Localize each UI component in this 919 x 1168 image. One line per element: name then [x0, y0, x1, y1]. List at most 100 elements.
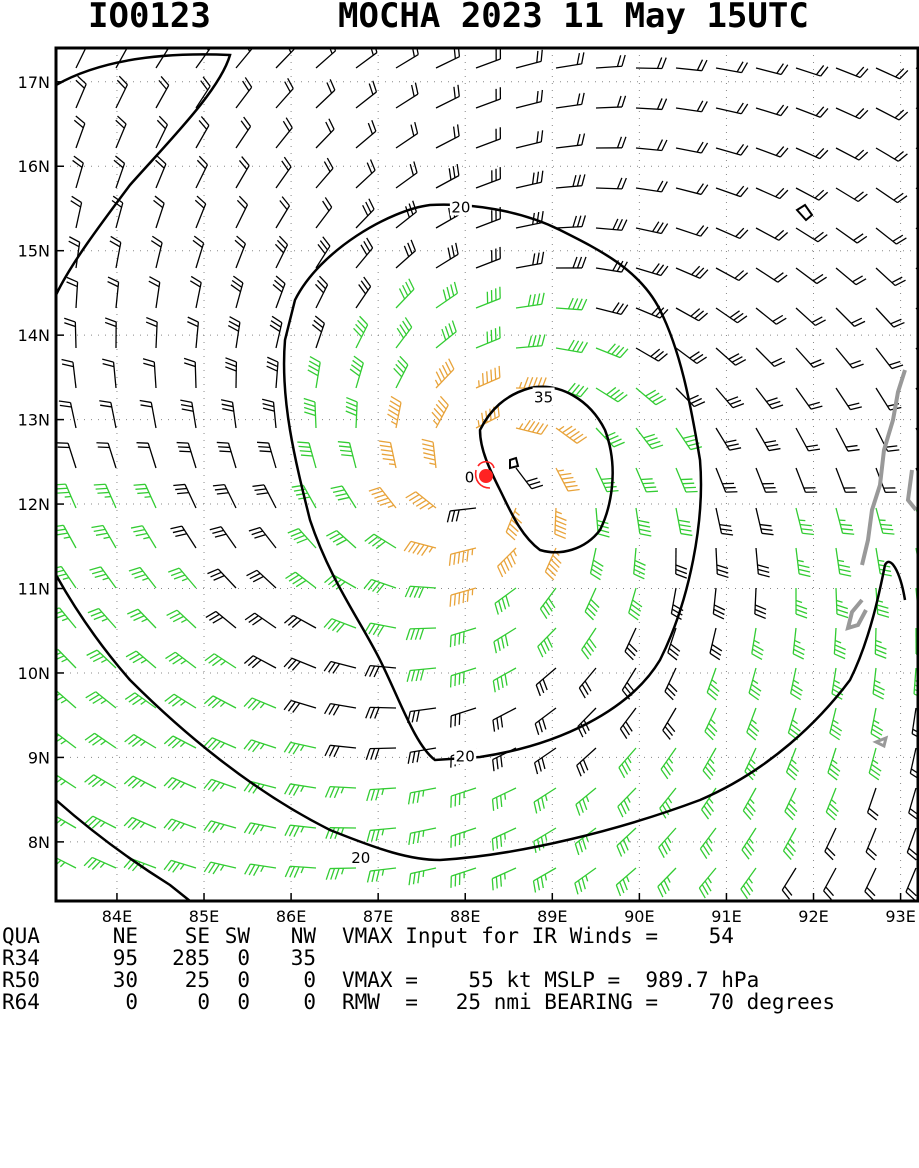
wind-barb-feather — [370, 666, 375, 677]
x-tick-label: 92E — [798, 907, 828, 925]
wind-barb-feather — [96, 533, 108, 535]
wind-barb-feather — [815, 320, 825, 325]
x-tick-label: 90E — [624, 907, 654, 925]
wind-barb-feather — [691, 447, 702, 450]
wind-barb-feather — [505, 635, 507, 646]
wind-barb-feather — [412, 670, 415, 681]
wind-barb-feather — [729, 354, 739, 360]
wind-barb-feather — [752, 654, 762, 660]
vmax-mslp-text: VMAX = 55 kt MSLP = 989.7 hPa — [342, 969, 759, 991]
wind-barb-feather — [53, 570, 64, 573]
wind-barb-feather — [808, 402, 819, 405]
wind-barb-half-feather — [793, 680, 798, 683]
wind-barb-feather — [835, 645, 846, 650]
wind-barb-feather — [137, 443, 149, 444]
wind-barb-feather — [582, 134, 585, 145]
wind-barb-feather — [67, 282, 78, 287]
wind-barb-feather — [134, 575, 145, 579]
wind-barb-feather — [213, 485, 225, 486]
wind-barb-feather — [894, 323, 905, 328]
wind-barb-feather — [458, 124, 459, 136]
wind-barb-feather — [257, 442, 269, 443]
wind-barb-feather — [361, 245, 367, 255]
wind-barb-feather — [177, 443, 189, 444]
wind-barb-half-feather — [628, 757, 631, 762]
wind-barb-half-feather — [140, 823, 144, 828]
wind-barb-feather — [767, 445, 779, 447]
wind-barb-feather — [449, 359, 454, 369]
wind-barb-half-feather — [62, 659, 68, 662]
y-tick-label: 10N — [18, 664, 50, 683]
wind-barb-feather — [304, 407, 315, 411]
wind-barb-feather — [374, 495, 385, 499]
contour-east — [797, 205, 812, 220]
wind-barb-feather — [510, 554, 515, 565]
wind-barb-feather — [837, 614, 848, 618]
wind-barb-feather — [537, 172, 538, 184]
wind-barb-feather — [339, 446, 351, 447]
wind-barb-half-feather — [423, 790, 424, 796]
wind-barb-feather — [452, 510, 455, 521]
wind-barb-feather — [638, 520, 649, 522]
wind-barb-feather — [455, 674, 456, 686]
wind-barb-feather — [415, 122, 418, 133]
wind-barb-feather — [93, 656, 103, 661]
wind-barb-feather — [538, 800, 541, 811]
wind-barb-feather — [492, 839, 493, 851]
y-tick-label: 12N — [18, 495, 50, 514]
wind-barb-feather — [249, 865, 255, 875]
wind-barb-feather — [289, 785, 295, 795]
wind-barb-feather — [683, 436, 694, 439]
wind-barb-feather — [301, 455, 313, 456]
wind-barb-feather — [538, 647, 543, 658]
wind-barb-feather — [146, 318, 157, 322]
wind-barb-feather — [92, 571, 103, 574]
wind-barb-feather — [617, 178, 621, 189]
wind-barb-feather — [134, 616, 145, 621]
wind-barb-feather — [850, 361, 861, 365]
wind-barb-feather — [285, 825, 290, 836]
row-label: R64 — [2, 991, 40, 1013]
wind-barb-feather — [121, 36, 129, 45]
wind-barb-half-feather — [100, 863, 104, 868]
wind-barb-feather — [225, 367, 236, 371]
wind-barb-half-feather — [835, 640, 841, 642]
wind-barb-feather — [409, 279, 414, 290]
wind-barb-feather — [713, 614, 724, 619]
wind-barb-feather — [622, 220, 627, 231]
wind-barb-feather — [244, 41, 250, 51]
wind-barb-half-feather — [519, 382, 521, 388]
wind-barb-feather — [721, 533, 733, 535]
wind-barb-half-feather — [832, 760, 837, 764]
wind-barb-feather — [837, 609, 848, 613]
wind-barb-feather — [341, 455, 353, 456]
wind-barb-feather — [583, 799, 587, 810]
wind-barb-half-feather — [545, 834, 546, 840]
wind-barb-feather — [794, 645, 805, 650]
wind-barb-feather — [56, 533, 68, 535]
wind-barb-half-feather — [341, 828, 343, 834]
wind-barb-feather — [331, 868, 335, 879]
wind-barb-feather — [753, 645, 763, 651]
wind-barb-feather — [840, 524, 852, 525]
wind-barb-half-feather — [708, 838, 712, 843]
wind-barb-feather — [285, 866, 290, 877]
wind-barb-feather — [562, 478, 574, 480]
x-tick-label: 85E — [189, 907, 219, 925]
wind-barb-half-feather — [668, 798, 671, 803]
wind-barb-feather — [290, 867, 295, 878]
wind-barb-feather — [58, 492, 70, 493]
wind-barb-feather — [325, 787, 330, 798]
wind-barb-feather — [404, 246, 408, 257]
wind-barb-half-feather — [101, 659, 107, 662]
wind-barb-feather — [346, 402, 357, 406]
wind-barb-feather — [447, 511, 450, 522]
r34-sw: 0 — [210, 947, 250, 969]
x-tick-label: 91E — [711, 907, 741, 925]
wind-barb-feather — [443, 290, 446, 301]
wind-barb-feather — [219, 451, 231, 452]
wind-barb-feather — [285, 82, 291, 92]
wind-barb-feather — [573, 298, 578, 309]
wind-barb-feather — [760, 525, 772, 526]
wind-barb-feather — [812, 317, 822, 322]
